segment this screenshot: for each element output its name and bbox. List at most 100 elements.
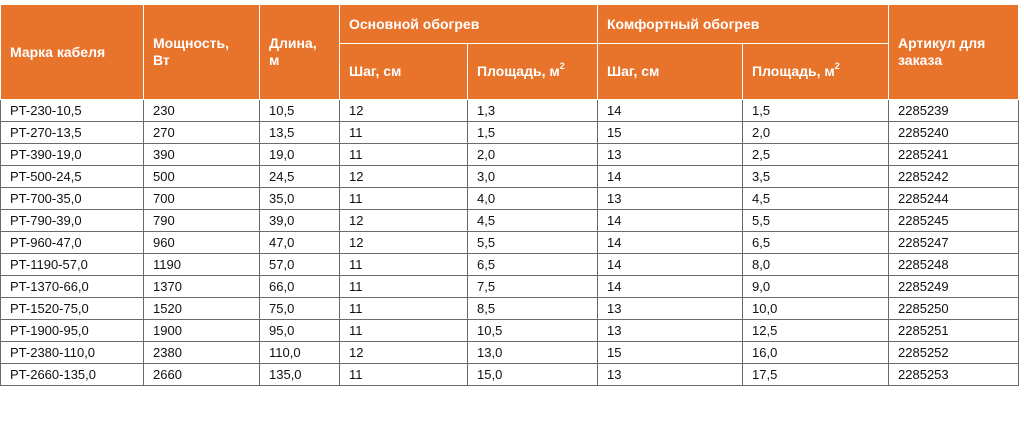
- header-power: Мощность, Вт: [143, 4, 260, 100]
- cell-length: 39,0: [259, 209, 340, 232]
- cell-cable-brand: PT-1190-57,0: [0, 253, 144, 276]
- cell-comfort-area: 17,5: [742, 363, 890, 386]
- cell-length: 66,0: [259, 275, 340, 298]
- cell-main-step: 12: [339, 341, 468, 364]
- cell-length: 24,5: [259, 165, 340, 188]
- cell-main-area: 2,0: [466, 143, 599, 166]
- cell-length: 75,0: [259, 297, 340, 320]
- cell-comfort-area: 10,0: [742, 297, 890, 320]
- table-row: PT-700-35,0 700 35,0 11 4,0 13 4,5 2285244: [0, 187, 1020, 210]
- header-comfort-heating: Комфортный обогрев: [597, 4, 890, 44]
- cell-main-area: 1,5: [466, 121, 599, 144]
- cell-power: 1370: [143, 275, 260, 298]
- cell-article: 2285244: [888, 187, 1020, 210]
- cell-article: 2285240: [888, 121, 1020, 144]
- cell-main-step: 12: [339, 165, 468, 188]
- cell-power: 500: [143, 165, 260, 188]
- cell-article: 2285245: [888, 209, 1020, 232]
- cell-comfort-area: 5,5: [742, 209, 890, 232]
- cell-comfort-step: 15: [597, 341, 744, 364]
- table-row: PT-1370-66,0 1370 66,0 11 7,5 14 9,0 2285249: [0, 275, 1020, 298]
- cell-main-area: 7,5: [466, 275, 599, 298]
- cell-article: 2285249: [888, 275, 1020, 298]
- cell-article: 2285239: [888, 99, 1020, 122]
- header-cable-brand: Марка кабеля: [0, 4, 144, 100]
- cell-power: 270: [143, 121, 260, 144]
- cell-main-step: 12: [339, 209, 468, 232]
- cell-power: 230: [143, 99, 260, 122]
- cell-article: 2285250: [888, 297, 1020, 320]
- cell-article: 2285252: [888, 341, 1020, 364]
- table-row: PT-960-47,0 960 47,0 12 5,5 14 6,5 2285247: [0, 231, 1020, 254]
- cell-main-area: 1,3: [466, 99, 599, 122]
- cell-main-area: 8,5: [466, 297, 599, 320]
- cell-main-area: 4,0: [466, 187, 599, 210]
- cell-main-area: 5,5: [466, 231, 599, 254]
- cell-length: 19,0: [259, 143, 340, 166]
- header-length: Длина, м: [259, 4, 340, 100]
- cell-comfort-step: 15: [597, 121, 744, 144]
- cell-comfort-step: 13: [597, 319, 744, 342]
- cell-power: 2380: [143, 341, 260, 364]
- cell-cable-brand: PT-2660-135,0: [0, 363, 144, 386]
- table-row: PT-2380-110,0 2380 110,0 12 13,0 15 16,0 228525…: [0, 341, 1020, 364]
- cell-comfort-area: 2,5: [742, 143, 890, 166]
- cell-cable-brand: PT-2380-110,0: [0, 341, 144, 364]
- cell-comfort-step: 14: [597, 231, 744, 254]
- cable-spec-table-container: Марка кабеля Мощность, Вт Длина, м Основ…: [0, 4, 1020, 386]
- header-main-heating: Основной обогрев: [338, 4, 599, 44]
- cell-main-step: 11: [339, 297, 468, 320]
- cell-comfort-area: 1,5: [742, 99, 890, 122]
- cell-comfort-area: 3,5: [742, 165, 890, 188]
- cell-comfort-step: 13: [597, 187, 744, 210]
- cell-power: 2660: [143, 363, 260, 386]
- cell-comfort-area: 9,0: [742, 275, 890, 298]
- cell-length: 135,0: [259, 363, 340, 386]
- cell-power: 390: [143, 143, 260, 166]
- cell-main-step: 11: [339, 143, 468, 166]
- cell-length: 10,5: [259, 99, 340, 122]
- cell-comfort-area: 4,5: [742, 187, 890, 210]
- table-row: PT-230-10,5 230 10,5 12 1,3 14 1,5 2285239: [0, 99, 1020, 122]
- cell-power: 960: [143, 231, 260, 254]
- table-row: PT-500-24,5 500 24,5 12 3,0 14 3,5 2285242: [0, 165, 1020, 188]
- cell-comfort-area: 16,0: [742, 341, 890, 364]
- cell-length: 35,0: [259, 187, 340, 210]
- header-main-area: Площадь, м2: [466, 43, 599, 100]
- cell-comfort-area: 12,5: [742, 319, 890, 342]
- table-row: PT-790-39,0 790 39,0 12 4,5 14 5,5 2285245: [0, 209, 1020, 232]
- cell-main-step: 11: [339, 363, 468, 386]
- header-comfort-area: Площадь, м2: [742, 43, 890, 100]
- cell-cable-brand: PT-700-35,0: [0, 187, 144, 210]
- header-main-step: Шаг, см: [339, 43, 468, 100]
- cell-article: 2285253: [888, 363, 1020, 386]
- cell-cable-brand: PT-790-39,0: [0, 209, 144, 232]
- header-comfort-step: Шаг, см: [597, 43, 744, 100]
- cell-main-area: 10,5: [466, 319, 599, 342]
- table-row: PT-1190-57,0 1190 57,0 11 6,5 14 8,0 2285248: [0, 253, 1020, 276]
- cell-comfort-area: 8,0: [742, 253, 890, 276]
- cell-main-step: 11: [339, 253, 468, 276]
- cell-main-area: 4,5: [466, 209, 599, 232]
- cell-article: 2285251: [888, 319, 1020, 342]
- cell-power: 700: [143, 187, 260, 210]
- cell-main-area: 15,0: [466, 363, 599, 386]
- cell-comfort-step: 14: [597, 275, 744, 298]
- cell-article: 2285247: [888, 231, 1020, 254]
- cell-power: 790: [143, 209, 260, 232]
- cell-main-step: 11: [339, 319, 468, 342]
- cell-comfort-step: 14: [597, 165, 744, 188]
- table-row: PT-270-13,5 270 13,5 11 1,5 15 2,0 2285240: [0, 121, 1020, 144]
- cell-length: 110,0: [259, 341, 340, 364]
- table-row: PT-1900-95,0 1900 95,0 11 10,5 13 12,5 2285251: [0, 319, 1020, 342]
- cell-power: 1190: [143, 253, 260, 276]
- table-row: PT-1520-75,0 1520 75,0 11 8,5 13 10,0 2285250: [0, 297, 1020, 320]
- cell-length: 95,0: [259, 319, 340, 342]
- cell-main-step: 11: [339, 121, 468, 144]
- cell-cable-brand: PT-1900-95,0: [0, 319, 144, 342]
- table-row: PT-390-19,0 390 19,0 11 2,0 13 2,5 2285241: [0, 143, 1020, 166]
- cell-comfort-step: 14: [597, 209, 744, 232]
- table-body: PT-230-10,5 230 10,5 12 1,3 14 1,5 2285239 PT-27…: [0, 99, 1020, 386]
- cell-main-area: 13,0: [466, 341, 599, 364]
- cell-cable-brand: PT-270-13,5: [0, 121, 144, 144]
